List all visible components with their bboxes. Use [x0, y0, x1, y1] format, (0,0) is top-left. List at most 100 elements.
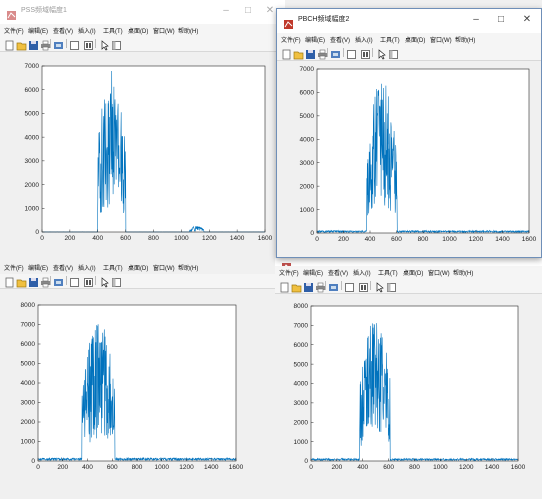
- show-plot-tools-icon[interactable]: [388, 47, 399, 59]
- insert-menu[interactable]: 插入(I): [353, 271, 371, 277]
- minimize-button[interactable]: –: [223, 5, 229, 16]
- print-icon[interactable]: [40, 38, 51, 51]
- save-icon[interactable]: [305, 47, 316, 59]
- x-tick-label: 1400: [485, 464, 500, 471]
- new-figure-icon[interactable]: [281, 47, 292, 60]
- y-tick-label: 5000: [25, 111, 40, 118]
- print-icon[interactable]: [40, 275, 51, 288]
- print-icon[interactable]: [317, 47, 328, 60]
- print-icon[interactable]: [315, 280, 326, 293]
- figure-window-top-right[interactable]: PBCH频域幅度2 – □ ✕ 文件(F) 编辑(E) 查看(V) 插入(I) 工具(T…: [276, 8, 542, 258]
- open-file-icon[interactable]: [16, 38, 27, 51]
- save-icon[interactable]: [28, 275, 39, 287]
- y-tick-label: 6000: [300, 90, 315, 97]
- desktop-menu[interactable]: 桌面(D): [128, 266, 149, 272]
- x-tick-label: 600: [120, 235, 131, 242]
- figure-window-bottom-right[interactable]: 文件(F) 编辑(E) 查看(V) 插入(I) 工具(T) 桌面(D) 窗口(W) 帮助(H)…: [275, 258, 542, 499]
- open-file-icon[interactable]: [291, 280, 302, 293]
- y-tick-label: 1000: [300, 207, 315, 214]
- x-tick-label: 1400: [204, 464, 219, 471]
- show-plot-tools-icon[interactable]: [111, 275, 122, 287]
- pointer-icon[interactable]: [374, 280, 385, 293]
- edit-menu[interactable]: 编辑(E): [303, 271, 323, 277]
- maximize-button[interactable]: □: [497, 14, 505, 25]
- x-tick-label: 1600: [258, 235, 273, 242]
- x-tick-label: 1200: [469, 236, 484, 243]
- show-plot-tools-icon[interactable]: [111, 38, 122, 50]
- pointer-icon[interactable]: [99, 38, 110, 51]
- help-menu[interactable]: 帮助(H): [453, 271, 474, 277]
- export-icon[interactable]: [328, 280, 339, 291]
- file-menu[interactable]: 文件(F): [4, 29, 24, 35]
- save-icon[interactable]: [303, 280, 314, 292]
- new-figure-icon[interactable]: [279, 280, 290, 293]
- x-tick-label: 1200: [179, 464, 194, 471]
- tools-menu[interactable]: 工具(T): [103, 29, 123, 35]
- tools-menu[interactable]: 工具(T): [380, 38, 400, 44]
- toggle-plot-tools-icon[interactable]: [69, 275, 80, 287]
- insert-menu[interactable]: 插入(I): [78, 29, 96, 35]
- export-icon[interactable]: [53, 275, 64, 286]
- toggle-plot-tools-icon[interactable]: [346, 47, 357, 59]
- help-menu[interactable]: 帮助(H): [455, 38, 476, 44]
- figure-window-top-left[interactable]: PSS频域幅度1 – □ ✕ 文件(F) 编辑(E) 查看(V) 插入(I) 工具(T)…: [0, 0, 285, 256]
- file-menu[interactable]: 文件(F): [279, 271, 299, 277]
- export-icon[interactable]: [53, 38, 64, 49]
- file-menu[interactable]: 文件(F): [4, 266, 24, 272]
- open-file-icon[interactable]: [16, 275, 27, 288]
- menubar-top-left: 文件(F) 编辑(E) 查看(V) 插入(I) 工具(T) 桌面(D) 窗口(W) 帮助(H): [0, 24, 285, 37]
- x-tick-label: 1400: [230, 235, 245, 242]
- plot-area-top-right: 0 200 400 600 800 1000 1200 1400 1600 0 1000 2000 30…: [277, 61, 541, 257]
- edit-menu[interactable]: 编辑(E): [28, 266, 48, 272]
- help-menu[interactable]: 帮助(H): [178, 266, 199, 272]
- insert-colorbar-icon[interactable]: [83, 38, 94, 50]
- window-menu[interactable]: 窗口(W): [153, 29, 175, 35]
- help-menu[interactable]: 帮助(H): [178, 29, 199, 35]
- desktop-menu[interactable]: 桌面(D): [128, 29, 149, 35]
- edit-menu[interactable]: 编辑(E): [28, 29, 48, 35]
- save-icon[interactable]: [28, 38, 39, 50]
- x-tick-label: 600: [383, 464, 394, 471]
- minimize-button[interactable]: –: [473, 14, 479, 25]
- insert-menu[interactable]: 插入(I): [78, 266, 96, 272]
- toggle-plot-tools-icon[interactable]: [69, 38, 80, 50]
- toolbar-separator: [327, 48, 328, 57]
- pointer-icon[interactable]: [99, 275, 110, 288]
- x-tick-label: 0: [40, 235, 44, 242]
- insert-menu[interactable]: 插入(I): [355, 38, 373, 44]
- titlebar-top-left: PSS频域幅度1 – □ ✕: [0, 0, 285, 24]
- new-figure-icon[interactable]: [4, 275, 15, 288]
- desktop-menu[interactable]: 桌面(D): [403, 271, 424, 277]
- tools-menu[interactable]: 工具(T): [378, 271, 398, 277]
- pointer-icon[interactable]: [376, 47, 387, 60]
- toolbar-separator: [95, 276, 96, 285]
- y-tick-label: 2000: [25, 182, 40, 189]
- window-menu[interactable]: 窗口(W): [428, 271, 450, 277]
- export-icon[interactable]: [330, 47, 341, 58]
- insert-colorbar-icon[interactable]: [360, 47, 371, 59]
- y-tick-label: 7000: [25, 63, 40, 70]
- figure-window-bottom-left[interactable]: 文件(F) 编辑(E) 查看(V) 插入(I) 工具(T) 桌面(D) 窗口(W) 帮助(H)…: [0, 258, 280, 499]
- close-button[interactable]: ✕: [265, 5, 275, 16]
- view-menu[interactable]: 查看(V): [330, 38, 350, 44]
- view-menu[interactable]: 查看(V): [328, 271, 348, 277]
- maximize-button[interactable]: □: [244, 5, 252, 16]
- open-file-icon[interactable]: [293, 47, 304, 60]
- file-menu[interactable]: 文件(F): [281, 38, 301, 44]
- window-menu[interactable]: 窗口(W): [430, 38, 452, 44]
- x-tick-label: 1000: [155, 464, 170, 471]
- show-plot-tools-icon[interactable]: [386, 280, 397, 292]
- window-menu[interactable]: 窗口(W): [153, 266, 175, 272]
- insert-colorbar-icon[interactable]: [358, 280, 369, 292]
- desktop-menu[interactable]: 桌面(D): [405, 38, 426, 44]
- toggle-plot-tools-icon[interactable]: [344, 280, 355, 292]
- insert-colorbar-icon[interactable]: [83, 275, 94, 287]
- y-tick-label: 3000: [300, 160, 315, 167]
- view-menu[interactable]: 查看(V): [53, 266, 73, 272]
- new-figure-icon[interactable]: [4, 38, 15, 51]
- tools-menu[interactable]: 工具(T): [103, 266, 123, 272]
- y-tick-label: 4000: [25, 134, 40, 141]
- view-menu[interactable]: 查看(V): [53, 29, 73, 35]
- edit-menu[interactable]: 编辑(E): [305, 38, 325, 44]
- close-button[interactable]: ✕: [522, 14, 532, 25]
